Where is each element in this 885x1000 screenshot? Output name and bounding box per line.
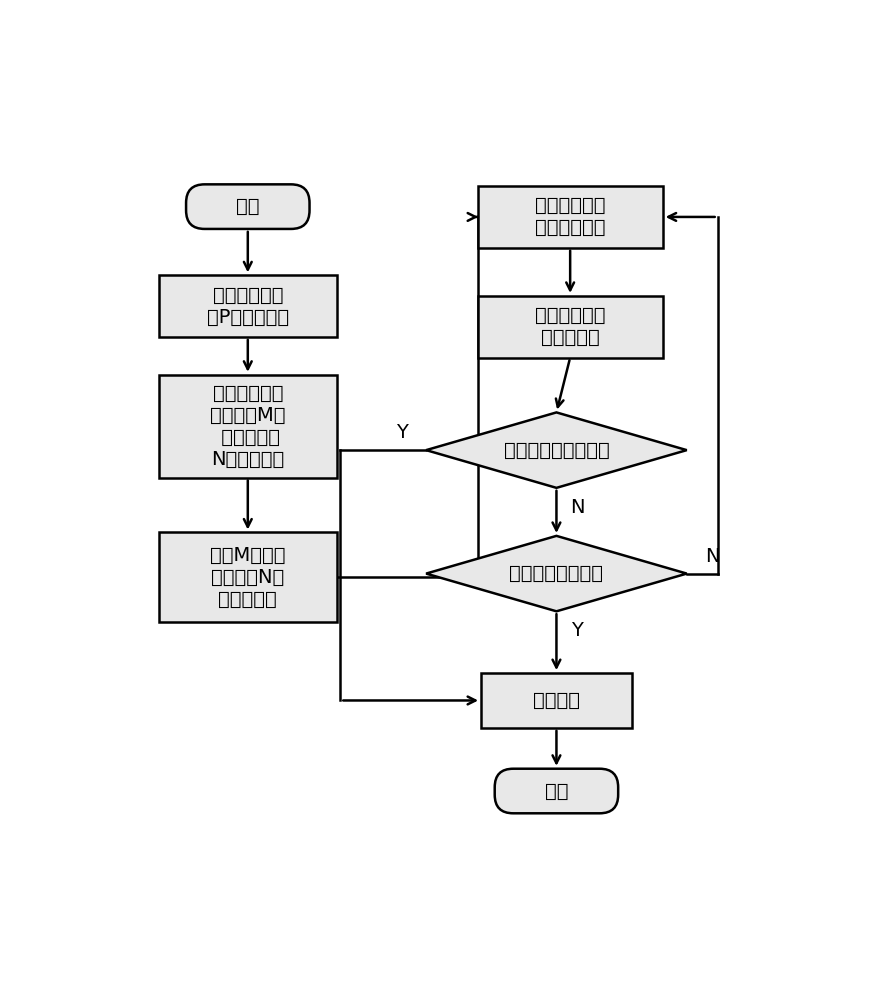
Text: 输出结果: 输出结果 [533,691,580,710]
Polygon shape [427,536,687,611]
Text: Y: Y [396,423,408,442]
FancyBboxPatch shape [158,275,337,337]
Text: N: N [705,547,720,566]
Text: Y: Y [571,621,583,640]
Text: 结束: 结束 [544,782,568,801]
Text: 各子群体内部
执行趋同操作: 各子群体内部 执行趋同操作 [535,196,605,237]
FancyBboxPatch shape [481,673,632,728]
Text: 是否满足终止条件？: 是否满足终止条件？ [504,441,609,460]
Text: 生成M个优胜
子群体和N个
临时子群体: 生成M个优胜 子群体和N个 临时子群体 [210,546,286,609]
FancyBboxPatch shape [186,184,310,229]
FancyBboxPatch shape [478,296,663,358]
FancyBboxPatch shape [158,375,337,478]
FancyBboxPatch shape [478,186,663,248]
Text: N: N [570,498,584,517]
Text: 是否是最后一代？: 是否是最后一代？ [510,564,604,583]
Text: 子群体之间进
行异化操作: 子群体之间进 行异化操作 [535,306,605,347]
FancyBboxPatch shape [495,769,618,813]
Text: 随机生成规模
为P的初始种群: 随机生成规模 为P的初始种群 [207,286,289,327]
Text: 根据适应度函
数値选择M个
 优胜个体和
N个临时个体: 根据适应度函 数値选择M个 优胜个体和 N个临时个体 [210,384,286,469]
Text: 开始: 开始 [236,197,259,216]
Polygon shape [427,412,687,488]
FancyBboxPatch shape [158,532,337,622]
